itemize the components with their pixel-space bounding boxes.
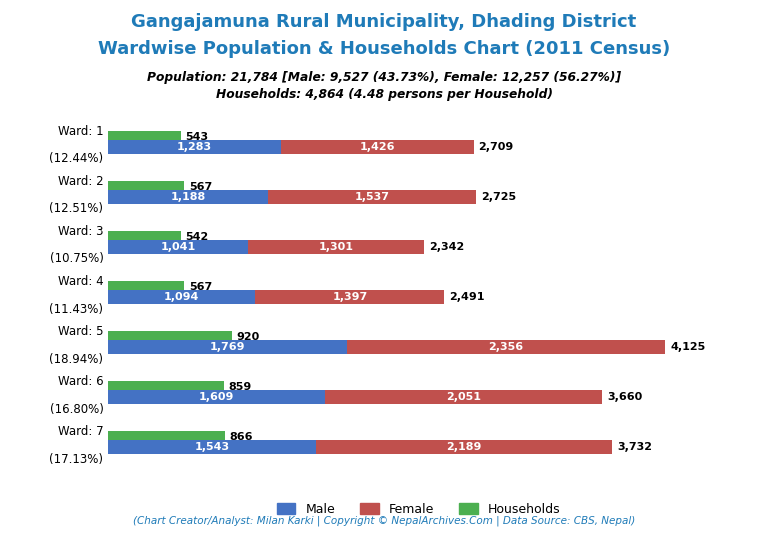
Bar bbox=[325, 390, 602, 404]
Bar bbox=[108, 340, 346, 354]
Bar bbox=[256, 291, 445, 304]
Text: 1,543: 1,543 bbox=[194, 442, 230, 452]
Text: 866: 866 bbox=[230, 432, 253, 442]
Text: Ward: 6: Ward: 6 bbox=[58, 375, 104, 388]
Text: (11.43%): (11.43%) bbox=[49, 302, 104, 316]
Text: (18.94%): (18.94%) bbox=[49, 353, 104, 366]
Bar bbox=[108, 231, 180, 243]
Text: 2,725: 2,725 bbox=[481, 192, 516, 202]
Text: Gangajamuna Rural Municipality, Dhading District: Gangajamuna Rural Municipality, Dhading … bbox=[131, 13, 637, 32]
Text: 1,769: 1,769 bbox=[210, 343, 245, 352]
Bar bbox=[108, 190, 268, 204]
Text: Households: 4,864 (4.48 persons per Household): Households: 4,864 (4.48 persons per Hous… bbox=[216, 88, 552, 101]
Text: 2,051: 2,051 bbox=[446, 392, 482, 403]
Text: 1,188: 1,188 bbox=[170, 192, 206, 202]
Text: (10.75%): (10.75%) bbox=[50, 252, 104, 265]
Bar bbox=[108, 390, 325, 404]
Text: 3,732: 3,732 bbox=[617, 442, 652, 452]
Legend: Male, Female, Households: Male, Female, Households bbox=[272, 498, 565, 521]
Bar bbox=[108, 181, 184, 193]
Bar bbox=[108, 381, 223, 393]
Text: Wardwise Population & Households Chart (2011 Census): Wardwise Population & Households Chart (… bbox=[98, 40, 670, 58]
Text: 567: 567 bbox=[189, 282, 212, 292]
Text: 859: 859 bbox=[228, 382, 252, 392]
Bar bbox=[281, 140, 474, 154]
Bar bbox=[248, 240, 424, 254]
Bar bbox=[108, 140, 281, 154]
Text: 2,342: 2,342 bbox=[429, 242, 464, 252]
Text: 2,189: 2,189 bbox=[446, 442, 482, 452]
Text: 1,301: 1,301 bbox=[319, 242, 354, 252]
Text: 1,537: 1,537 bbox=[355, 192, 389, 202]
Bar bbox=[108, 331, 232, 344]
Text: Ward: 2: Ward: 2 bbox=[58, 175, 104, 188]
Text: (17.13%): (17.13%) bbox=[49, 452, 104, 466]
Text: 2,709: 2,709 bbox=[478, 142, 514, 152]
Text: Ward: 1: Ward: 1 bbox=[58, 125, 104, 138]
Text: Ward: 5: Ward: 5 bbox=[58, 325, 104, 338]
Bar bbox=[108, 281, 184, 293]
Text: 2,491: 2,491 bbox=[449, 292, 485, 302]
Bar bbox=[268, 190, 476, 204]
Bar bbox=[108, 131, 181, 143]
Text: 1,094: 1,094 bbox=[164, 292, 199, 302]
Text: 543: 543 bbox=[186, 132, 209, 142]
Text: 4,125: 4,125 bbox=[670, 343, 705, 352]
Text: (16.80%): (16.80%) bbox=[50, 403, 104, 415]
Text: Ward: 7: Ward: 7 bbox=[58, 425, 104, 438]
Text: Ward: 3: Ward: 3 bbox=[58, 225, 104, 238]
Text: Population: 21,784 [Male: 9,527 (43.73%), Female: 12,257 (56.27%)]: Population: 21,784 [Male: 9,527 (43.73%)… bbox=[147, 71, 621, 84]
Bar bbox=[108, 240, 248, 254]
Bar bbox=[346, 340, 665, 354]
Text: 920: 920 bbox=[237, 332, 260, 342]
Text: 1,426: 1,426 bbox=[359, 142, 396, 152]
Text: 1,609: 1,609 bbox=[199, 392, 234, 403]
Bar bbox=[108, 441, 316, 455]
Bar bbox=[108, 431, 224, 443]
Bar bbox=[108, 291, 256, 304]
Text: 2,356: 2,356 bbox=[488, 343, 524, 352]
Text: 1,397: 1,397 bbox=[333, 292, 368, 302]
Text: Ward: 4: Ward: 4 bbox=[58, 275, 104, 288]
Text: (12.51%): (12.51%) bbox=[49, 203, 104, 215]
Text: (Chart Creator/Analyst: Milan Karki | Copyright © NepalArchives.Com | Data Sourc: (Chart Creator/Analyst: Milan Karki | Co… bbox=[133, 516, 635, 526]
Text: 1,041: 1,041 bbox=[161, 242, 196, 252]
Text: 567: 567 bbox=[189, 182, 212, 192]
Text: 1,283: 1,283 bbox=[177, 142, 212, 152]
Text: (12.44%): (12.44%) bbox=[49, 152, 104, 166]
Bar bbox=[316, 441, 612, 455]
Text: 3,660: 3,660 bbox=[607, 392, 643, 403]
Text: 542: 542 bbox=[186, 232, 209, 242]
